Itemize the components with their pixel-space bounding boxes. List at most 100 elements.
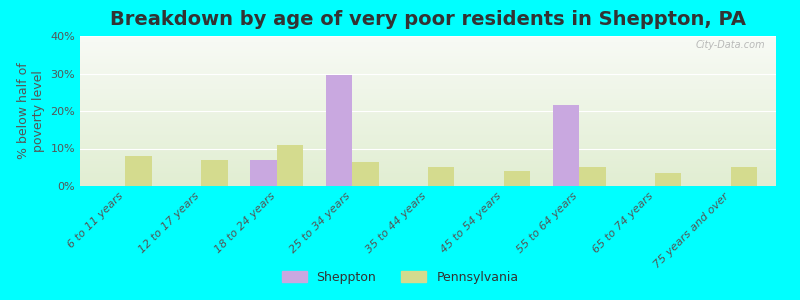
Bar: [80, 132, 776, 134]
Bar: [80, 164, 776, 165]
Bar: [80, 110, 776, 111]
Bar: [80, 40, 776, 42]
Bar: [326, 75, 352, 186]
Bar: [80, 100, 776, 102]
Bar: [80, 96, 776, 98]
Y-axis label: % below half of
poverty level: % below half of poverty level: [17, 63, 45, 159]
Bar: [80, 147, 776, 148]
Bar: [80, 180, 776, 182]
Bar: [80, 168, 776, 170]
Bar: [250, 160, 277, 186]
Bar: [80, 68, 776, 69]
Bar: [80, 124, 776, 126]
Bar: [80, 126, 776, 128]
Bar: [80, 177, 776, 178]
Bar: [80, 81, 776, 82]
Bar: [80, 60, 776, 61]
Bar: [80, 54, 776, 56]
Bar: [80, 138, 776, 140]
Bar: [80, 118, 776, 120]
Bar: [80, 66, 776, 68]
Bar: [80, 152, 776, 153]
Bar: [80, 76, 776, 78]
Bar: [80, 153, 776, 154]
Bar: [80, 144, 776, 146]
Bar: [80, 116, 776, 117]
Bar: [80, 108, 776, 110]
Bar: [80, 56, 776, 57]
Bar: [80, 45, 776, 46]
Bar: [80, 92, 776, 93]
Bar: [80, 88, 776, 90]
Bar: [80, 171, 776, 172]
Bar: [80, 182, 776, 183]
Bar: [579, 167, 606, 186]
Bar: [80, 117, 776, 118]
Bar: [80, 135, 776, 136]
Bar: [352, 162, 379, 186]
Bar: [80, 64, 776, 66]
Bar: [80, 46, 776, 48]
Bar: [80, 120, 776, 122]
Bar: [80, 38, 776, 39]
Bar: [80, 99, 776, 100]
Bar: [80, 159, 776, 160]
Bar: [80, 128, 776, 129]
Bar: [80, 105, 776, 106]
Bar: [80, 184, 776, 186]
Bar: [80, 174, 776, 176]
Bar: [80, 58, 776, 60]
Bar: [80, 70, 776, 72]
Bar: [80, 48, 776, 50]
Bar: [80, 50, 776, 51]
Bar: [80, 178, 776, 180]
Bar: [80, 80, 776, 81]
Bar: [428, 167, 454, 186]
Bar: [80, 72, 776, 74]
Bar: [504, 171, 530, 186]
Bar: [277, 145, 303, 186]
Bar: [80, 160, 776, 162]
Bar: [80, 42, 776, 44]
Legend: Sheppton, Pennsylvania: Sheppton, Pennsylvania: [277, 266, 523, 289]
Bar: [80, 129, 776, 130]
Bar: [80, 122, 776, 123]
Bar: [80, 140, 776, 141]
Bar: [80, 114, 776, 116]
Text: City-Data.com: City-Data.com: [696, 40, 766, 50]
Bar: [80, 102, 776, 104]
Bar: [80, 61, 776, 63]
Bar: [80, 52, 776, 54]
Bar: [80, 51, 776, 52]
Bar: [80, 158, 776, 159]
Bar: [80, 82, 776, 84]
Bar: [80, 63, 776, 64]
Bar: [80, 162, 776, 164]
Bar: [201, 160, 227, 186]
Bar: [80, 154, 776, 156]
Bar: [730, 167, 757, 186]
Bar: [80, 148, 776, 150]
Bar: [80, 176, 776, 177]
Bar: [80, 87, 776, 88]
Bar: [80, 78, 776, 80]
Bar: [80, 69, 776, 70]
Bar: [80, 39, 776, 40]
Bar: [80, 84, 776, 86]
Bar: [80, 156, 776, 158]
Bar: [80, 111, 776, 112]
Bar: [80, 106, 776, 108]
Bar: [80, 112, 776, 114]
Bar: [80, 141, 776, 142]
Bar: [80, 93, 776, 94]
Bar: [553, 105, 579, 186]
Bar: [80, 150, 776, 152]
Bar: [80, 36, 776, 38]
Bar: [80, 142, 776, 144]
Bar: [80, 169, 776, 171]
Bar: [80, 130, 776, 132]
Bar: [80, 90, 776, 92]
Title: Breakdown by age of very poor residents in Sheppton, PA: Breakdown by age of very poor residents …: [110, 10, 746, 29]
Bar: [80, 98, 776, 99]
Bar: [80, 134, 776, 135]
